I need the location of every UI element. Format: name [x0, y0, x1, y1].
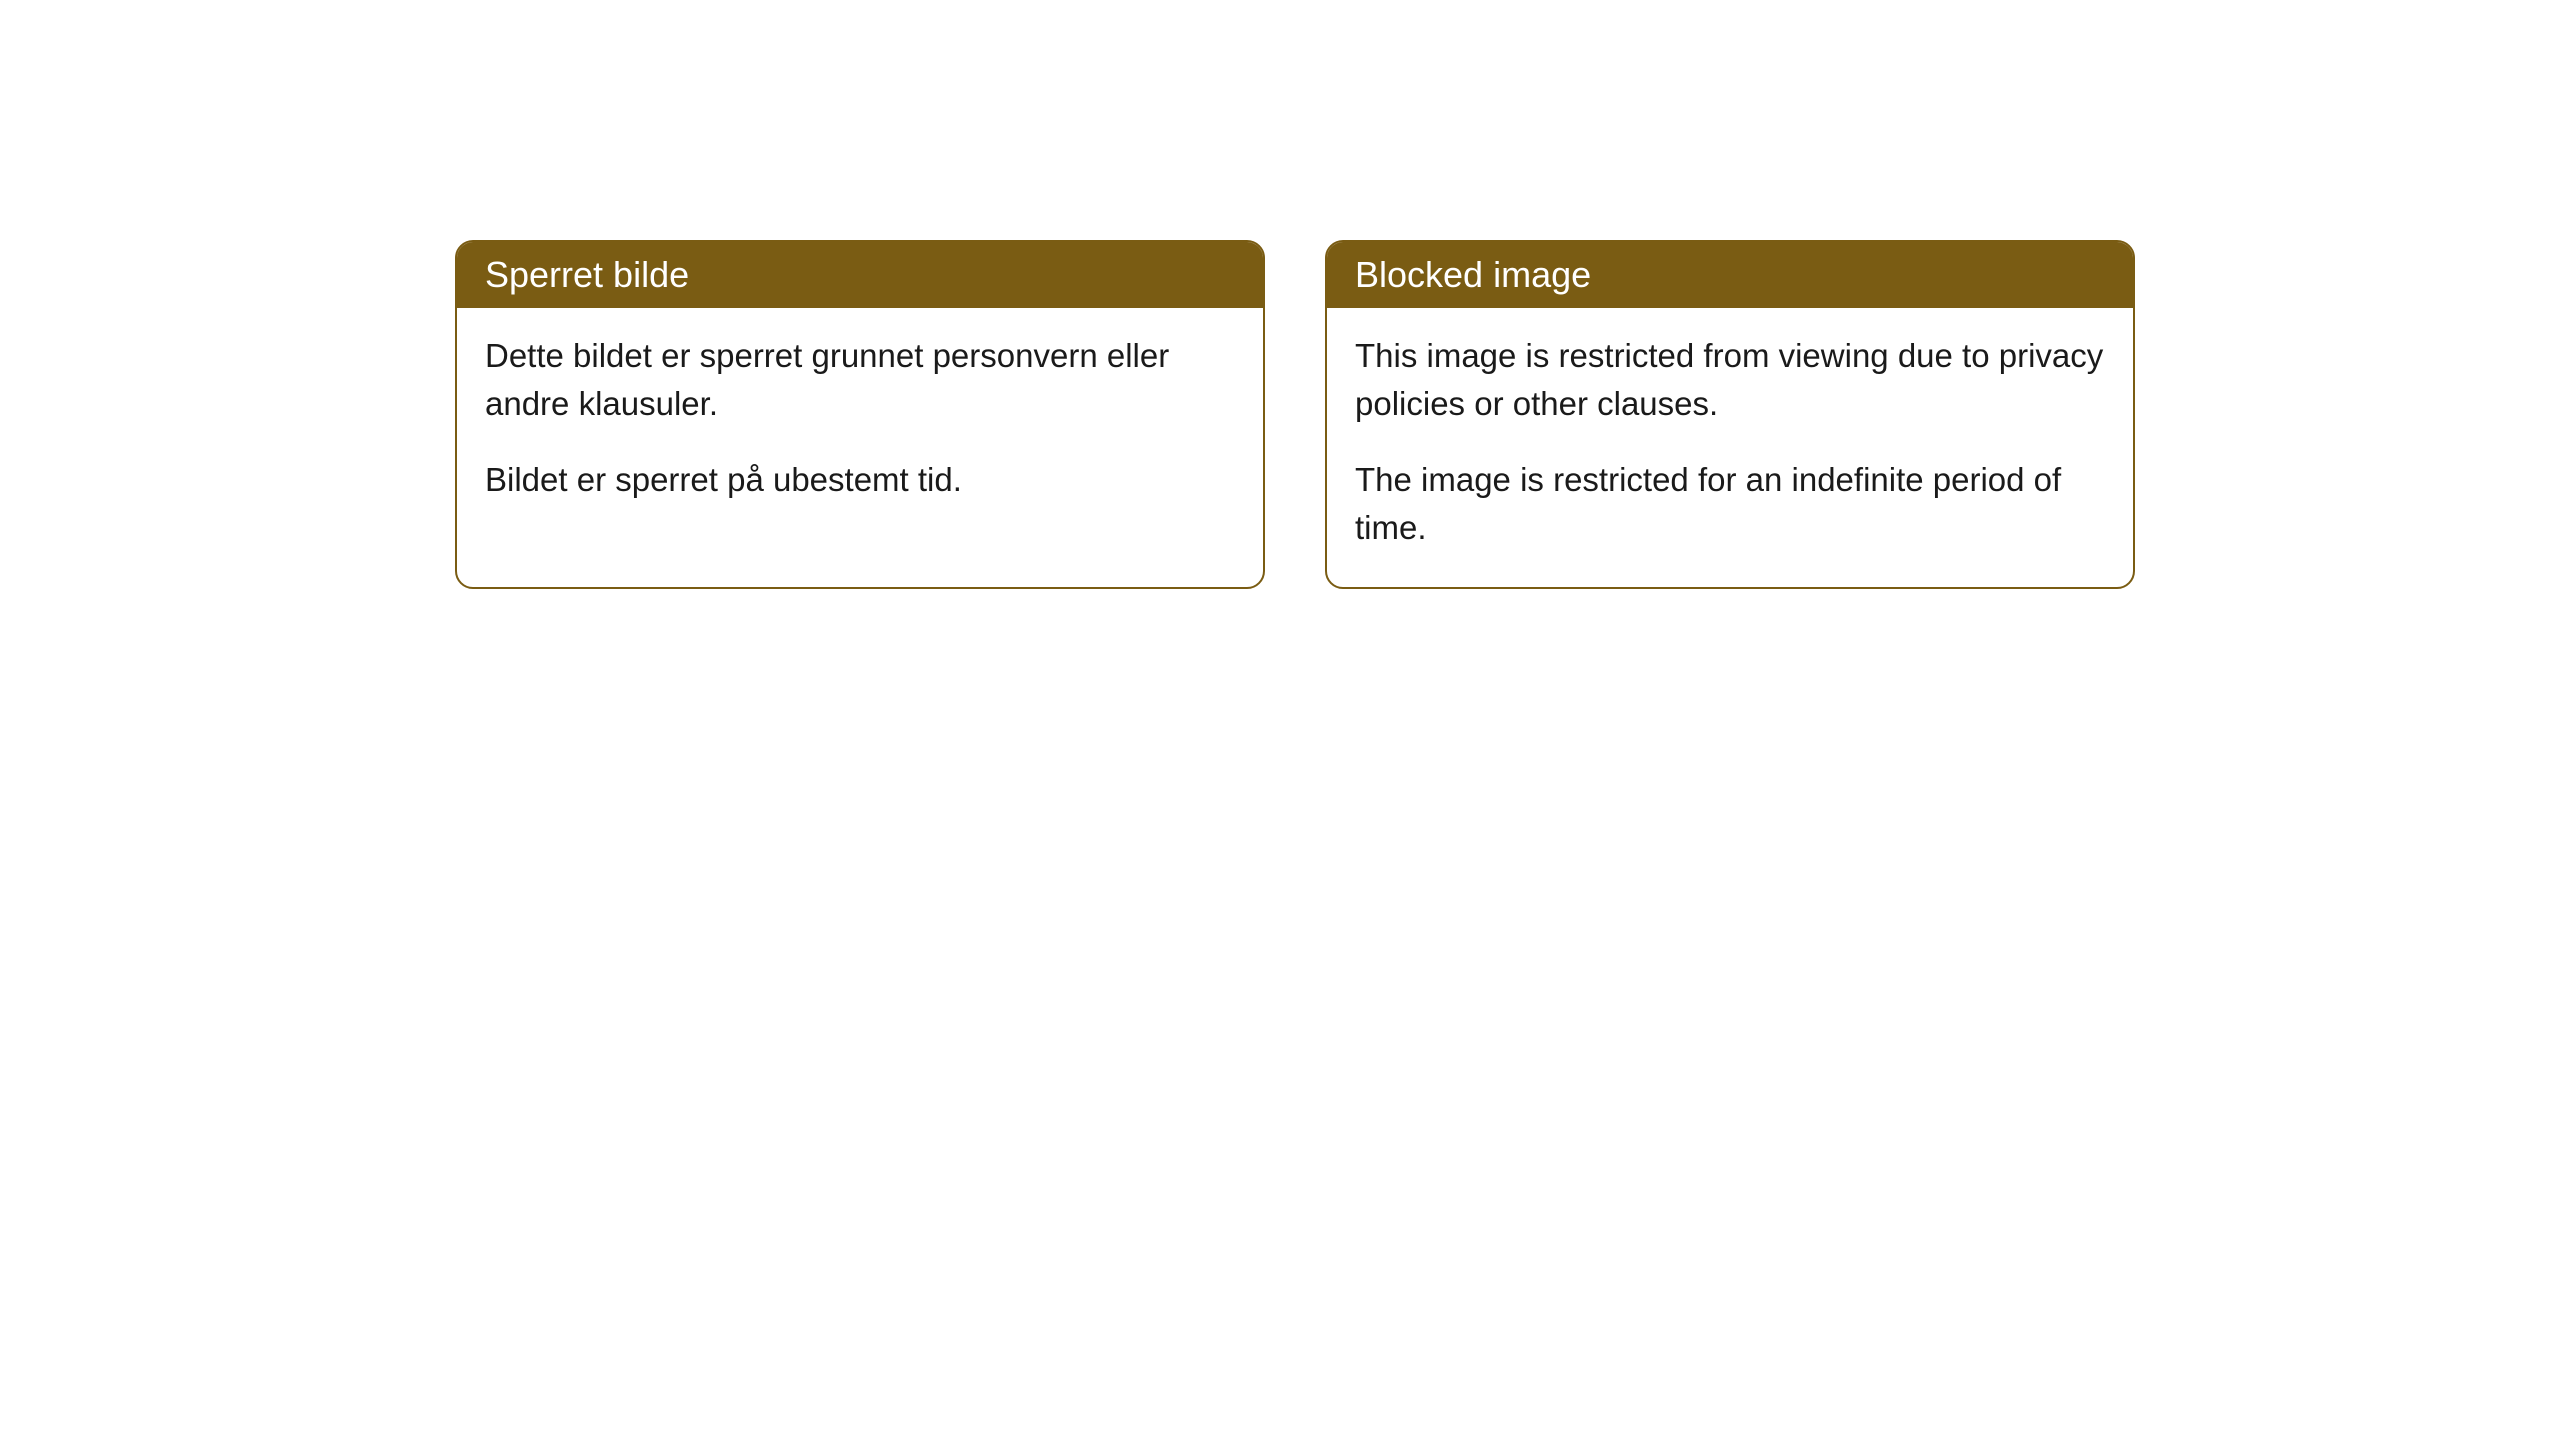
notice-title: Blocked image [1355, 254, 1591, 295]
notice-paragraph: The image is restricted for an indefinit… [1355, 456, 2105, 552]
notice-body-english: This image is restricted from viewing du… [1327, 308, 2133, 587]
notice-paragraph: Bildet er sperret på ubestemt tid. [485, 456, 1235, 504]
notice-header-english: Blocked image [1327, 242, 2133, 308]
notice-paragraph: Dette bildet er sperret grunnet personve… [485, 332, 1235, 428]
notice-paragraph: This image is restricted from viewing du… [1355, 332, 2105, 428]
notice-title: Sperret bilde [485, 254, 689, 295]
notice-card-english: Blocked image This image is restricted f… [1325, 240, 2135, 589]
notice-container: Sperret bilde Dette bildet er sperret gr… [0, 0, 2560, 589]
notice-card-norwegian: Sperret bilde Dette bildet er sperret gr… [455, 240, 1265, 589]
notice-body-norwegian: Dette bildet er sperret grunnet personve… [457, 308, 1263, 540]
notice-header-norwegian: Sperret bilde [457, 242, 1263, 308]
